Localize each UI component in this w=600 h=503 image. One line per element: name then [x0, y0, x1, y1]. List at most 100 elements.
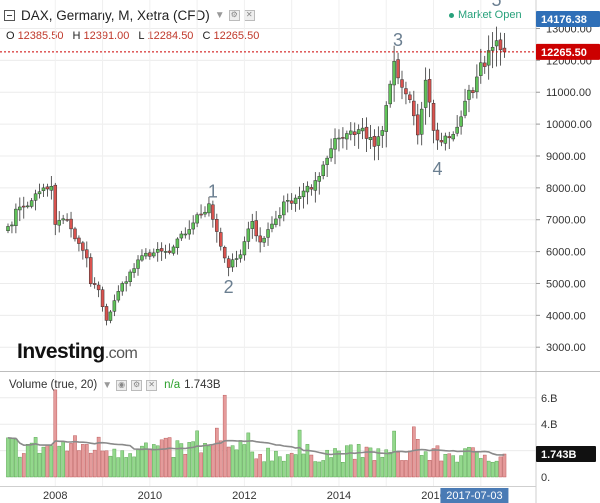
volume-close-icon[interactable]: ✕	[146, 379, 158, 391]
volume-bar	[218, 440, 223, 478]
last-price-badge: 12265.50	[536, 43, 600, 60]
candle-body	[337, 137, 341, 140]
volume-bar	[435, 445, 440, 478]
volume-bar	[301, 453, 306, 478]
volume-header: Volume (true, 20) ▼ ◉ ⚙ ✕ n/a 1.743B	[9, 379, 221, 391]
price-top-badge: 14176.38	[536, 11, 600, 27]
candle-body	[18, 206, 22, 211]
candle-body	[482, 62, 487, 67]
volume-bar	[246, 432, 251, 478]
volume-settings-icon[interactable]: ⚙	[131, 379, 143, 391]
volume-bar	[238, 440, 243, 478]
last-price-badge-text: 12265.50	[541, 47, 587, 59]
candle-body	[368, 137, 373, 141]
volume-bar	[400, 460, 404, 478]
volume-bar	[10, 438, 14, 478]
volume-bar	[502, 453, 507, 478]
volume-bar	[486, 460, 491, 478]
gridlines	[0, 0, 536, 486]
volume-value-label: 1.743B	[184, 379, 221, 391]
candle-body	[486, 50, 491, 66]
candle-body	[57, 220, 61, 226]
candle-body	[96, 284, 101, 291]
candle-body	[10, 224, 14, 227]
candle-body	[356, 129, 361, 135]
candle-body	[408, 94, 412, 100]
volume-bar	[459, 455, 463, 478]
volume-chevron-down-icon[interactable]: ▼	[102, 379, 113, 391]
volume-bar	[415, 439, 420, 478]
candle-body	[380, 130, 385, 136]
candle-body	[45, 186, 50, 190]
candle-body	[321, 164, 325, 177]
candle-body	[490, 46, 495, 51]
candle-body	[73, 228, 77, 240]
volume-moving-average-line	[7, 437, 505, 456]
volume-bar	[482, 454, 487, 478]
volume-bar	[84, 444, 89, 478]
candle-body	[372, 136, 377, 147]
volume-current-badge-bg	[536, 445, 596, 462]
candle-body	[309, 187, 314, 190]
volume-tick-label: 0.	[541, 472, 550, 484]
volume-bar	[45, 444, 50, 478]
volume-bar	[25, 444, 30, 478]
volume-bar	[404, 460, 408, 478]
price-tick-label: 9000.00	[546, 151, 586, 163]
volume-bar	[479, 458, 483, 478]
chevron-down-icon[interactable]: ▼	[214, 9, 225, 21]
price-tick-label: 11000.00	[546, 87, 591, 99]
volume-current-badge-text: 1.743B	[541, 449, 577, 461]
volume-visibility-icon[interactable]: ◉	[116, 379, 128, 391]
volume-bar	[278, 456, 282, 478]
volume-bar	[423, 451, 428, 478]
volume-bar	[73, 435, 77, 478]
time-axis-label: 2008	[43, 490, 67, 502]
volume-bar	[175, 440, 180, 478]
candle-body	[376, 136, 381, 146]
candle-body	[349, 130, 353, 135]
candle-body	[226, 258, 231, 268]
settings-icon[interactable]: ⚙	[228, 9, 240, 21]
candle-body	[183, 233, 188, 236]
low-value: 12284.50	[147, 30, 194, 42]
price-tick-label: 7000.00	[546, 215, 586, 227]
candle-body	[136, 259, 140, 269]
volume-bar	[57, 445, 62, 478]
candle-body	[33, 193, 38, 201]
price-top-badge-bg	[536, 11, 600, 27]
candle-body	[282, 201, 286, 216]
candle-body	[404, 88, 408, 95]
volume-bar	[360, 457, 365, 478]
candle-body	[203, 211, 207, 215]
volume-bar	[163, 437, 168, 478]
volume-bar	[333, 448, 337, 478]
volume-bar	[29, 442, 34, 478]
volume-bar	[96, 436, 101, 478]
investing-logo: Investing.com	[17, 340, 138, 364]
volume-bar	[6, 437, 10, 478]
volume-bar	[325, 449, 329, 478]
candle-body	[250, 221, 255, 229]
candle-body	[313, 180, 318, 191]
volume-bar	[285, 454, 290, 478]
candle-body	[285, 200, 290, 202]
candle-body	[29, 200, 34, 207]
candle-body	[61, 218, 65, 221]
volume-bar	[128, 453, 132, 478]
wave-label-2: 2	[224, 277, 234, 297]
candle-body	[419, 108, 424, 135]
candle-body	[112, 300, 117, 312]
candle-body	[179, 233, 184, 239]
volume-bar	[408, 450, 412, 478]
candle-body	[65, 219, 69, 221]
candle-body	[14, 208, 18, 226]
volume-bar	[215, 427, 219, 478]
candle-body	[159, 248, 164, 252]
candle-body	[305, 185, 310, 193]
volume-bar	[37, 452, 42, 478]
volume-bar	[498, 456, 503, 478]
volume-bar	[494, 460, 499, 478]
collapse-icon[interactable]	[4, 9, 15, 21]
